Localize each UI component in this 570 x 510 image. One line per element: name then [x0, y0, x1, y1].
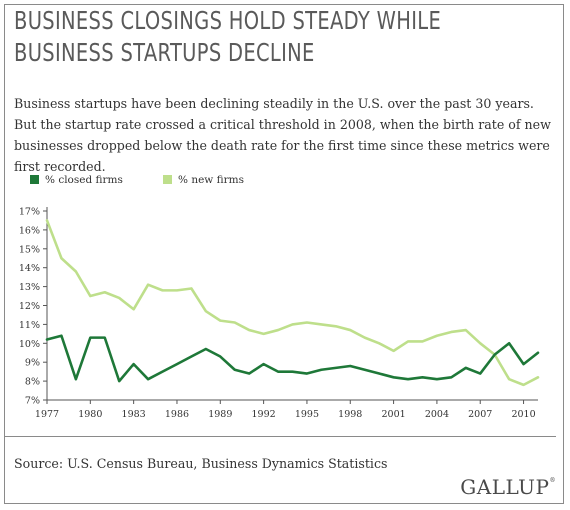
- x-tick-label: 1980: [78, 409, 102, 420]
- x-tick-label: 1995: [295, 409, 319, 420]
- page-title: BUSINESS CLOSINGS HOLD STEADY WHILE BUSI…: [14, 6, 442, 70]
- chart-frame: [4, 4, 564, 504]
- x-tick-label: 1998: [338, 409, 362, 420]
- gallup-logo: GALLUP®: [460, 475, 556, 499]
- x-tick-label: 2007: [468, 409, 492, 420]
- x-tick-label: 1986: [165, 409, 189, 420]
- y-tick-label: 13%: [19, 282, 40, 293]
- y-tick-label: 8%: [25, 377, 40, 388]
- logo-registered-mark: ®: [549, 477, 556, 485]
- y-tick-label: 11%: [19, 320, 40, 331]
- y-tick-label: 12%: [19, 301, 40, 312]
- y-tick-label: 7%: [25, 396, 40, 407]
- x-tick-label: 1989: [208, 409, 232, 420]
- x-tick-label: 2004: [425, 409, 449, 420]
- legend-label-new: % new firms: [178, 174, 244, 186]
- x-tick-label: 2001: [381, 409, 405, 420]
- y-tick-label: 17%: [19, 207, 40, 218]
- x-tick-label: 1977: [35, 409, 59, 420]
- legend-swatch-new: [163, 174, 172, 184]
- footer-divider: [4, 436, 556, 437]
- source-note: Source: U.S. Census Bureau, Business Dyn…: [14, 456, 388, 471]
- logo-text: GALLUP: [460, 475, 550, 499]
- title-line-1: BUSINESS CLOSINGS HOLD STEADY WHILE: [14, 6, 442, 35]
- y-tick-label: 10%: [19, 339, 40, 350]
- x-tick-label: 1992: [252, 409, 276, 420]
- legend-label-closed: % closed firms: [45, 174, 123, 186]
- series-line-new-firms: [45, 219, 540, 387]
- chart-subtitle: Business startups have been declining st…: [14, 96, 551, 174]
- y-tick-label: 14%: [19, 263, 40, 274]
- legend-swatch-closed: [30, 174, 39, 184]
- series-line-closed-firms: [45, 334, 540, 383]
- x-tick-label: 2010: [511, 409, 535, 420]
- y-tick-label: 16%: [19, 225, 40, 236]
- legend-item-closed: % closed firms: [30, 174, 123, 186]
- title-line-2: BUSINESS STARTUPS DECLINE: [14, 38, 315, 67]
- y-tick-label: 9%: [25, 358, 40, 369]
- x-tick-label: 1983: [122, 409, 146, 420]
- legend-item-new: % new firms: [163, 174, 244, 186]
- y-tick-label: 15%: [19, 244, 40, 255]
